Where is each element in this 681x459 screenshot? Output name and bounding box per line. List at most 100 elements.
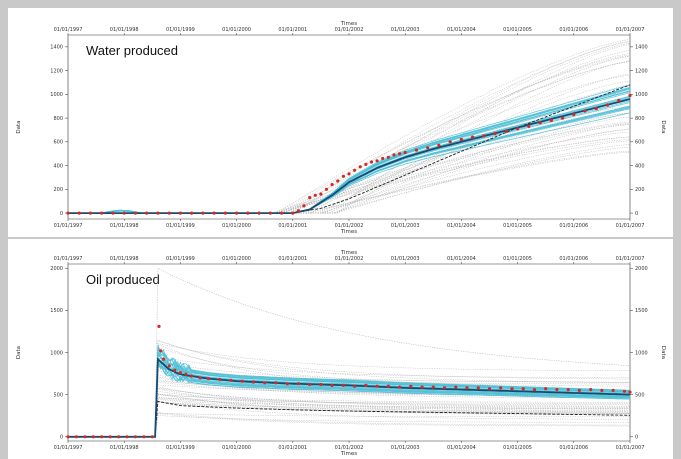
oil-produced-chart: 01/01/1997 01/01/1997 01/01/1998 01/01/1998…	[16, 250, 666, 457]
x-tick-label-top: 01/01/2001	[278, 27, 307, 33]
history-point	[133, 211, 137, 215]
history-point	[504, 129, 508, 133]
x-tick-label-top: 01/01/2006	[559, 256, 588, 262]
x-tick-label-bottom: 01/01/2005	[503, 445, 532, 451]
y-tick-label-right: 400	[635, 163, 645, 169]
history-point	[482, 134, 486, 138]
history-point	[156, 211, 160, 215]
x-tick-label-bottom: 01/01/2001	[278, 445, 307, 451]
history-point	[544, 387, 548, 391]
history-point	[392, 153, 396, 157]
history-point	[159, 349, 163, 353]
history-point	[83, 435, 87, 439]
history-point	[308, 196, 312, 200]
history-point	[471, 135, 475, 139]
y-tick-label-left: 800	[53, 116, 63, 122]
history-point	[375, 159, 379, 163]
prior-ensemble-line	[68, 387, 630, 438]
history-point	[353, 384, 357, 388]
history-point	[487, 387, 492, 391]
posterior-ensemble-line	[68, 364, 631, 438]
history-point	[125, 435, 129, 439]
history-point	[66, 211, 70, 215]
history-point	[240, 379, 244, 383]
x-tick-label-bottom: 01/01/2006	[559, 223, 588, 229]
prior-ensemble-line	[68, 347, 630, 438]
x-axis-title-bottom: Times	[340, 451, 357, 457]
x-tick-label-bottom: 01/01/1998	[110, 223, 139, 229]
x-tick-label-bottom: 01/01/2003	[391, 445, 420, 451]
prior-ensemble-line	[68, 140, 631, 214]
history-point	[347, 172, 351, 176]
history-point	[296, 382, 300, 386]
x-tick-label-top: 01/01/2004	[447, 256, 476, 262]
history-point	[206, 377, 211, 381]
posterior-ensemble-line	[68, 362, 631, 438]
history-point	[364, 162, 368, 166]
x-axis-title-bottom: Times	[340, 229, 357, 235]
y-axis-title-left: Data	[16, 346, 22, 359]
history-point	[280, 211, 284, 215]
x-tick-label-top: 01/01/1998	[110, 256, 139, 262]
panel-divider	[8, 237, 673, 239]
history-point	[122, 211, 126, 215]
y-tick-label-left: 200	[53, 187, 63, 193]
history-point	[100, 211, 104, 215]
history-point	[555, 388, 559, 392]
prior-ensemble-line	[68, 393, 630, 438]
history-point	[566, 388, 570, 392]
history-point	[184, 372, 188, 376]
history-point	[161, 357, 166, 361]
history-point	[628, 93, 632, 98]
posterior-ensemble-line	[68, 361, 631, 438]
x-tick-label-top: 01/01/2004	[447, 27, 476, 33]
history-point	[157, 324, 161, 328]
y-tick-label-right: 1200	[635, 68, 648, 74]
posterior-mean-line	[68, 98, 631, 214]
history-point	[201, 211, 205, 215]
history-point	[229, 378, 233, 382]
history-point	[414, 148, 418, 152]
posterior-mean-line	[68, 357, 630, 438]
history-point	[448, 140, 452, 144]
history-point	[386, 384, 390, 388]
prior-ensemble-line	[68, 73, 631, 214]
prior-mean-line	[68, 84, 631, 214]
y-tick-label-right: 800	[635, 116, 645, 122]
x-tick-label-top: 01/01/1997	[54, 27, 83, 33]
history-point	[594, 107, 598, 111]
history-point	[246, 211, 250, 215]
history-point	[263, 381, 267, 385]
prior-ensemble-line	[68, 366, 630, 438]
y-tick-label-right: 1500	[635, 308, 648, 314]
figure-frame: 01/01/1997 01/01/1997 01/01/1998 01/01/1998…	[8, 8, 673, 459]
history-point	[476, 386, 480, 390]
prior-ensemble-line	[68, 121, 631, 214]
history-point	[398, 385, 402, 389]
history-point	[369, 160, 374, 164]
x-tick-label-bottom: 01/01/2006	[559, 445, 588, 451]
history-point	[319, 192, 323, 196]
posterior-ensemble-line	[68, 86, 631, 214]
y-tick-label-right: 500	[635, 392, 645, 398]
prior-ensemble-line	[68, 393, 630, 438]
y-tick-label-right: 0	[635, 435, 638, 441]
history-point	[88, 211, 93, 215]
history-point	[499, 386, 503, 390]
history-point	[313, 193, 317, 197]
prior-ensemble-line	[68, 128, 631, 214]
history-point	[257, 211, 261, 215]
x-tick-label-bottom: 01/01/2000	[222, 445, 251, 451]
y-tick-label-right: 600	[635, 140, 645, 146]
y-tick-label-right: 1000	[635, 92, 648, 98]
history-point	[330, 383, 334, 387]
posterior-ensemble-line	[68, 352, 630, 438]
history-point	[561, 116, 565, 120]
history-point	[510, 387, 514, 391]
history-point	[426, 146, 430, 150]
history-point	[212, 211, 216, 215]
x-tick-label-bottom: 01/01/1997	[54, 223, 83, 229]
history-point	[538, 121, 542, 125]
prior-ensemble-line	[68, 61, 631, 214]
history-point	[178, 211, 182, 215]
